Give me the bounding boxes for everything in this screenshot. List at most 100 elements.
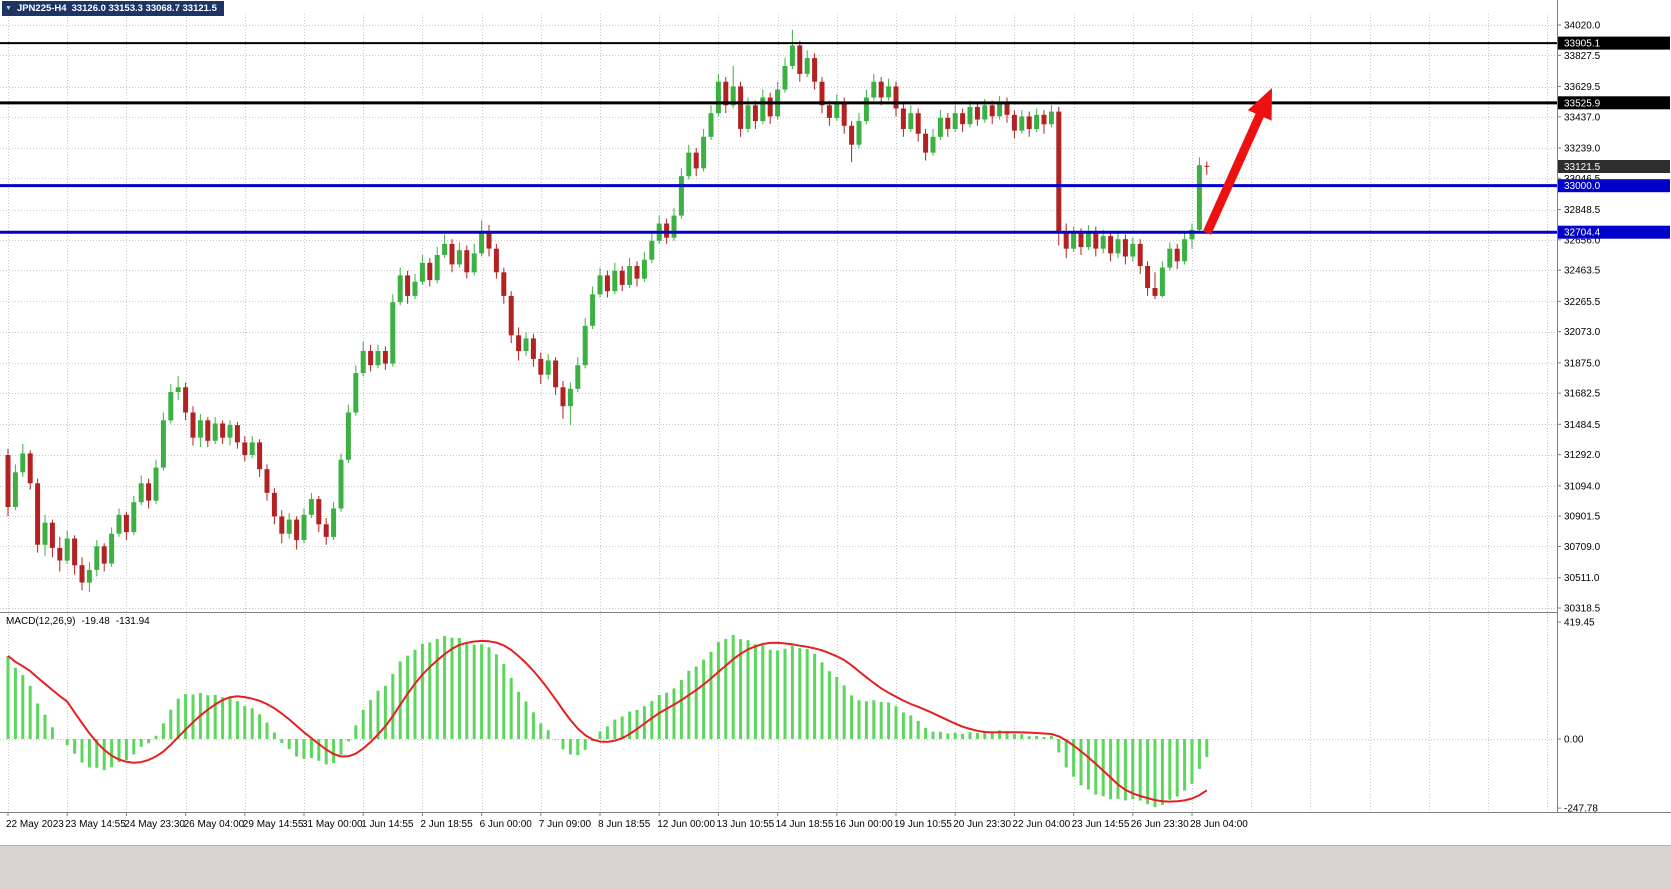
price-axis[interactable]	[1558, 0, 1671, 812]
bear-candle	[323, 524, 329, 537]
bear-candle	[382, 351, 388, 364]
bear-candle	[1137, 243, 1143, 266]
bear-candle	[316, 499, 322, 525]
bear-candle	[1011, 114, 1017, 131]
bull-candle	[730, 86, 736, 106]
bull-candle	[375, 351, 381, 366]
bull-candle	[715, 81, 721, 114]
bear-candle	[72, 538, 78, 566]
bull-candle	[997, 102, 1003, 117]
price-axis-label: 31875.0	[1564, 358, 1601, 369]
bull-candle	[419, 262, 425, 282]
price-axis-label: 33437.0	[1564, 112, 1601, 123]
bull-candle	[64, 538, 70, 561]
bull-candle	[686, 152, 692, 177]
bull-candle	[434, 255, 440, 281]
bear-candle	[960, 113, 966, 125]
bull-candle	[856, 121, 862, 145]
bull-candle	[1048, 111, 1054, 125]
price-axis-label: 32656.0	[1564, 235, 1601, 246]
date-label: 29 May 14:55	[243, 819, 304, 830]
bear-candle	[752, 105, 758, 122]
bull-candle	[345, 412, 351, 460]
bear-candle	[923, 133, 929, 153]
bear-candle	[900, 108, 906, 129]
bull-candle	[937, 117, 943, 137]
bear-candle	[738, 86, 744, 129]
bear-candle	[35, 483, 41, 545]
collapse-triangle-icon[interactable]: ▼	[5, 4, 12, 12]
bull-candle	[760, 97, 766, 122]
bear-candle	[619, 270, 625, 285]
bull-candle	[1167, 248, 1173, 268]
bull-candle	[567, 388, 573, 407]
macd-indicator-label: MACD(12,26,9) -19.48 -131.94	[6, 616, 150, 627]
price-axis-label: 31292.0	[1564, 450, 1601, 461]
bear-candle	[516, 335, 522, 352]
macd-title: MACD(12,26,9)	[6, 616, 76, 627]
bear-candle	[826, 105, 832, 118]
date-label: 1 Jun 14:55	[361, 819, 414, 830]
bear-candle	[264, 469, 270, 493]
bear-candle	[257, 442, 263, 470]
bear-candle	[508, 295, 514, 336]
bull-candle	[967, 106, 973, 125]
bear-candle	[464, 250, 470, 273]
bull-candle	[168, 392, 174, 421]
bear-candle	[1145, 266, 1151, 289]
price-axis-label: 33827.5	[1564, 51, 1601, 62]
bull-candle	[582, 325, 588, 366]
bear-candle	[1093, 231, 1099, 249]
bear-candle	[664, 223, 670, 238]
bull-candle	[1034, 114, 1040, 129]
bull-candle	[782, 66, 788, 90]
bull-candle	[1019, 116, 1025, 131]
bull-candle	[197, 420, 203, 438]
bull-candle	[952, 113, 958, 129]
bull-candle	[353, 373, 359, 413]
price-axis-label: 32073.0	[1564, 327, 1601, 338]
bear-candle	[893, 86, 899, 109]
bull-candle	[116, 514, 122, 534]
date-label: 24 May 23:30	[124, 819, 185, 830]
bull-candle	[1100, 236, 1106, 249]
gridlines	[0, 14, 1557, 812]
bull-candle	[109, 533, 115, 564]
trend-arrow[interactable]	[1202, 88, 1272, 235]
bull-candle	[627, 266, 633, 285]
price-axis-label: 31094.0	[1564, 481, 1601, 492]
bear-candle	[5, 455, 11, 507]
bear-candle	[234, 425, 240, 443]
bear-candle	[271, 492, 277, 517]
date-label: 23 Jun 14:55	[1072, 819, 1130, 830]
bear-candle	[553, 360, 559, 388]
price-tag-label: 33905.1	[1564, 39, 1601, 50]
bull-candle	[886, 86, 892, 98]
macd-main-value: -19.48	[81, 616, 110, 627]
price-axis-label: 32848.5	[1564, 205, 1601, 216]
bull-candle	[1182, 239, 1188, 262]
macd-signal-line	[7, 639, 1208, 803]
ohlc-values: 33126.0 33153.3 33068.7 33121.5	[71, 2, 217, 14]
bear-candle	[27, 453, 33, 484]
bear-candle	[79, 565, 85, 583]
bull-candle	[331, 508, 337, 537]
bear-candle	[1108, 236, 1114, 254]
bull-candle	[138, 483, 144, 503]
price-axis-label: 30901.5	[1564, 512, 1601, 523]
bull-candle	[301, 514, 307, 540]
date-label: 20 Jun 23:30	[953, 819, 1011, 830]
bull-candle	[471, 253, 477, 273]
bull-candle	[590, 294, 596, 326]
bull-candle	[930, 136, 936, 153]
bear-candle	[915, 113, 921, 134]
price-tag	[1558, 225, 1670, 239]
price-tag-label: 33525.9	[1564, 98, 1601, 109]
date-label: 26 May 04:00	[184, 819, 245, 830]
date-label: 2 Jun 18:55	[420, 819, 473, 830]
price-tag	[1558, 160, 1670, 173]
macd-axis-label: -247.78	[1564, 804, 1598, 815]
bull-candle	[649, 240, 655, 260]
